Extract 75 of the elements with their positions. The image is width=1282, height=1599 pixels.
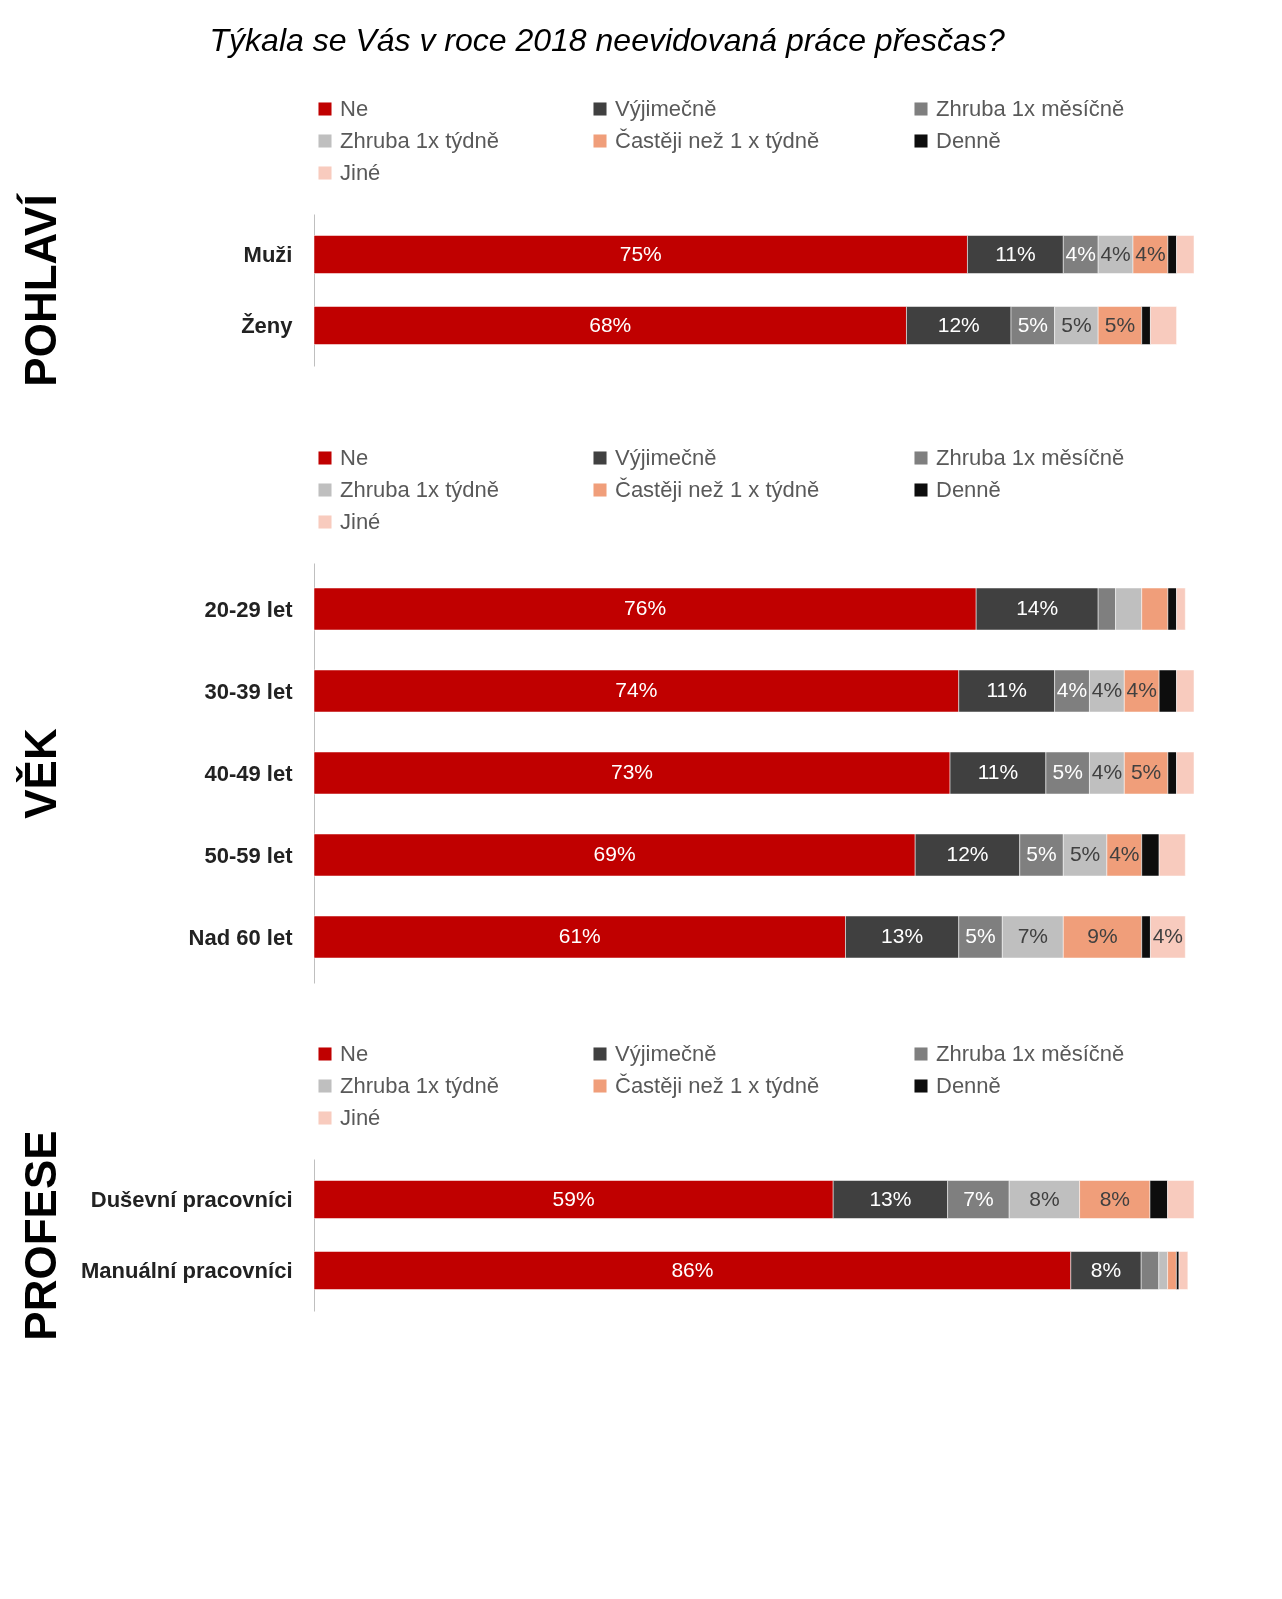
legend-label: Zhruba 1x týdně <box>340 477 499 502</box>
y-tick-label: 30-39 let <box>204 678 294 704</box>
data-label: 5% <box>1130 760 1162 783</box>
y-axis-title: PROFESE <box>15 1130 65 1341</box>
data-label: 4% <box>1091 760 1123 783</box>
data-label: 13% <box>869 1186 912 1210</box>
data-label: 11% <box>986 678 1027 701</box>
data-label: 4% <box>1091 678 1123 701</box>
data-label: 4% <box>1126 678 1157 701</box>
legend-label: Denně <box>936 477 1001 502</box>
legend-label: Denně <box>936 1073 1001 1098</box>
data-label: 4% <box>1109 842 1140 865</box>
data-label: 4% <box>1135 241 1166 265</box>
data-label: 7% <box>963 1186 994 1210</box>
bar <box>1178 1251 1189 1290</box>
data-label: 8% <box>1099 1186 1130 1210</box>
legend-label: Ne <box>340 445 369 470</box>
data-label: 86% <box>671 1257 714 1281</box>
data-label: 73% <box>611 760 654 783</box>
legend-label: Zhruba 1x měsíčně <box>936 445 1125 470</box>
data-label: 8% <box>1029 1186 1060 1210</box>
legend-label: Jiné <box>340 160 381 185</box>
data-label: 11% <box>977 760 1019 783</box>
data-label: 4% <box>1065 241 1096 265</box>
data-label: 5% <box>1061 312 1092 336</box>
y-tick-label: 50-59 let <box>204 842 294 868</box>
data-label: 12% <box>946 842 989 865</box>
data-label: 4% <box>1056 678 1088 701</box>
data-label: 13% <box>881 924 924 947</box>
legend-label: Výjimečně <box>615 445 717 470</box>
y-axis-title: POHLAVÍ <box>15 192 65 387</box>
legend-label: Častěji než 1 x týdně <box>615 477 820 502</box>
legend-label: Ne <box>340 1041 369 1066</box>
y-tick-label: Ženy <box>241 313 294 338</box>
legend-label: Jiné <box>340 509 381 534</box>
data-label: 12% <box>937 312 980 336</box>
y-tick-label: Duševní pracovníci <box>90 1187 293 1212</box>
data-label: 8% <box>1090 1257 1122 1281</box>
legend-label: Výjimečně <box>615 96 717 121</box>
y-axis-title: VĚK <box>15 728 65 819</box>
y-tick-label: 40-49 let <box>204 760 294 786</box>
data-label: 5% <box>1104 312 1136 336</box>
legend-label: Častěji než 1 x týdně <box>615 128 820 153</box>
data-label: 69% <box>593 842 636 865</box>
legend-label: Denně <box>936 128 1001 153</box>
data-label: 61% <box>558 924 601 947</box>
data-label: 74% <box>615 678 658 701</box>
legend-label: Zhruba 1x měsíčně <box>936 1041 1125 1066</box>
legend-label: Zhruba 1x týdně <box>340 128 499 153</box>
legend-label: Častěji než 1 x týdně <box>615 1073 820 1098</box>
data-label: 5% <box>1069 842 1101 865</box>
data-label: 5% <box>1052 760 1083 783</box>
y-tick-label: Manuální pracovníci <box>81 1258 293 1283</box>
data-label: 75% <box>619 241 662 265</box>
data-label: 4% <box>1100 241 1131 265</box>
legend-label: Výjimečně <box>615 1041 717 1066</box>
data-label: 14% <box>1016 596 1059 619</box>
data-label: 9% <box>1087 924 1118 947</box>
chart-title: Týkala se Vás v roce 2018 neevidovaná práce přesčas? <box>209 22 1005 58</box>
data-label: 5% <box>1026 842 1057 865</box>
y-tick-label: Nad 60 let <box>188 924 294 950</box>
data-label: 5% <box>965 924 996 947</box>
legend-label: Zhruba 1x týdně <box>340 1073 499 1098</box>
legend-label: Zhruba 1x měsíčně <box>936 96 1125 121</box>
data-label: 4% <box>1152 924 1184 947</box>
data-label: 68% <box>589 312 632 336</box>
y-tick-label: Muži <box>243 242 293 267</box>
data-label: 11% <box>995 241 1036 265</box>
data-label: 7% <box>1017 924 1048 947</box>
data-label: 5% <box>1017 312 1048 336</box>
legend-label: Jiné <box>340 1105 381 1130</box>
legend-label: Ne <box>340 96 369 121</box>
data-label: 76% <box>624 596 667 619</box>
data-label: 59% <box>552 1186 595 1210</box>
y-tick-label: 20-29 let <box>204 596 294 622</box>
